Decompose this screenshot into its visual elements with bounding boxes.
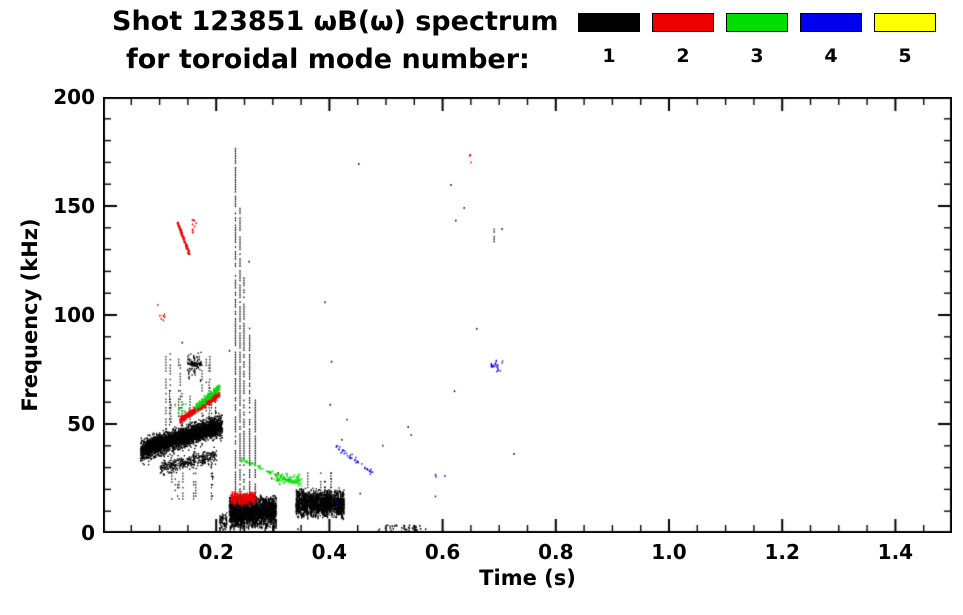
x-tick-label: 1.4 [877, 540, 914, 564]
x-tick-label: 0.8 [538, 540, 574, 564]
y-tick-label: 150 [53, 194, 95, 218]
plot-area: 0.2 0.4 0.6 0.8 1.0 1.2 1.4 0 50 100 150 200 [53, 85, 952, 564]
legend-item-mode-1: 1 [578, 13, 640, 67]
legend-item-mode-2: 2 [652, 13, 714, 67]
y-tick-label: 0 [81, 521, 95, 545]
x-tick-label: 0.6 [424, 540, 461, 564]
legend-swatch [652, 13, 714, 32]
x-tick-label: 1.2 [764, 540, 800, 564]
legend-mode-label: 5 [898, 45, 912, 67]
legend-item-mode-4: 4 [800, 13, 862, 67]
legend-mode-label: 1 [602, 45, 616, 67]
legend-swatch [874, 13, 936, 32]
spectrum-plot-canvas [103, 97, 952, 533]
x-tick-label: 1.0 [651, 540, 687, 564]
legend-swatch [578, 13, 640, 32]
y-tick-label: 100 [53, 303, 95, 327]
legend-swatch [726, 13, 788, 32]
legend-item-mode-3: 3 [726, 13, 788, 67]
legend-mode-label: 4 [824, 45, 838, 67]
legend-swatch [800, 13, 862, 32]
chart-title: Shot 123851 ωB(ω) spectrum [112, 6, 559, 37]
legend-mode-label: 3 [750, 45, 764, 67]
x-axis-label: Time (s) [479, 566, 576, 590]
y-axis-label: Frequency (kHz) [18, 218, 42, 412]
y-tick-label: 50 [67, 412, 95, 436]
x-tick-label: 0.2 [198, 540, 234, 564]
x-tick-label: 0.4 [311, 540, 348, 564]
chart-subtitle: for toroidal mode number: [126, 44, 530, 75]
legend-mode-label: 2 [676, 45, 690, 67]
legend-item-mode-5: 5 [874, 13, 936, 67]
mode-legend: 1 2 3 4 5 [578, 13, 936, 67]
y-tick-label: 200 [53, 85, 95, 109]
